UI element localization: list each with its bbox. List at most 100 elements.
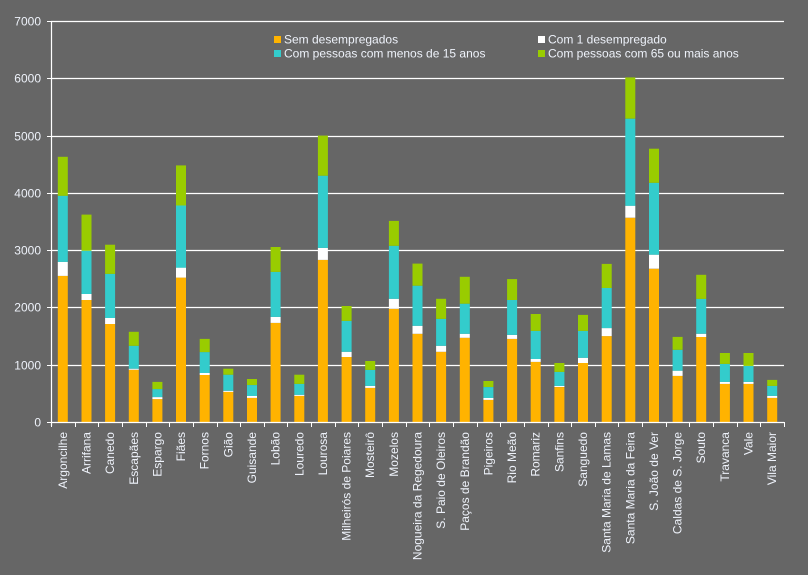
legend-swatch: [274, 36, 281, 43]
legend-label: Sem desempregados: [284, 33, 398, 47]
bar-segment-1: [294, 394, 305, 396]
bar-segment-1: [743, 381, 754, 384]
bar-segment-2: [554, 371, 565, 386]
bar-segment-1: [412, 325, 423, 334]
bar-segment-0: [128, 369, 139, 422]
x-category-label: Romariz: [529, 432, 543, 477]
bar-segment-1: [223, 390, 234, 392]
bar-segment-1: [57, 261, 68, 276]
bar-segment-2: [601, 288, 612, 329]
bar-segment-2: [507, 300, 518, 335]
y-tick-label: 4000: [14, 187, 41, 201]
bar-segment-3: [57, 156, 68, 196]
bar-segment-2: [412, 285, 423, 326]
bar-segment-0: [554, 387, 565, 422]
bar-segment-2: [483, 387, 494, 398]
bar-segment-3: [601, 263, 612, 288]
bar-segment-1: [199, 373, 210, 375]
bar-segment-0: [270, 322, 281, 422]
legend-item: Sem desempregados: [274, 33, 398, 47]
bar-segment-0: [105, 324, 116, 422]
x-category-label: Mosteirô: [363, 432, 377, 478]
bar-segment-1: [388, 298, 399, 309]
bar-stack: [128, 331, 139, 422]
bar-segment-3: [672, 336, 683, 350]
bar-segment-0: [294, 395, 305, 422]
y-tick-label: 6000: [14, 72, 41, 86]
x-category-label: Pigeiros: [481, 432, 495, 475]
bar-stack: [554, 363, 565, 422]
bar-segment-3: [507, 279, 518, 300]
legend-label: Com 1 desempregado: [548, 33, 667, 47]
bar-stack: [199, 338, 210, 422]
bars: [57, 77, 778, 422]
y-tick-label: 3000: [14, 244, 41, 258]
bar-stack: [530, 314, 541, 422]
x-category-label: Rio Meão: [505, 432, 519, 484]
axes: [47, 21, 785, 427]
bar-segment-0: [767, 397, 778, 422]
x-category-label: Vila Maior: [765, 432, 779, 485]
bar-segment-1: [672, 370, 683, 376]
bar-segment-0: [696, 336, 707, 422]
x-category-label: Canedo: [103, 432, 117, 474]
x-category-label: Argoncilhe: [56, 432, 70, 489]
bar-segment-3: [719, 353, 730, 364]
bar-segment-3: [530, 314, 541, 331]
bar-segment-0: [625, 217, 636, 422]
bar-segment-1: [81, 294, 92, 300]
bar-segment-1: [459, 333, 470, 338]
x-category-label: Paços de Brandão: [458, 432, 472, 531]
bar-segment-1: [696, 333, 707, 337]
bar-segment-3: [270, 247, 281, 272]
x-category-label: Souto: [694, 432, 708, 464]
bar-stack: [152, 381, 163, 422]
x-category-label: Gião: [221, 432, 235, 458]
bar-segment-0: [578, 363, 588, 422]
bar-stack: [294, 374, 305, 422]
bar-segment-2: [578, 330, 588, 358]
bar-segment-0: [412, 333, 423, 422]
bar-segment-1: [152, 397, 163, 400]
bar-stack: [270, 247, 281, 422]
bar-stack: [81, 214, 92, 422]
legend-label: Com pessoas com 65 ou mais anos: [548, 47, 739, 61]
bar-segment-2: [105, 273, 116, 318]
bar-segment-3: [105, 244, 116, 274]
bar-stack: [649, 148, 659, 422]
bar-segment-3: [176, 165, 186, 206]
bar-segment-0: [365, 387, 376, 422]
bar-stack: [459, 276, 470, 422]
x-category-label: Sanfins: [552, 432, 566, 472]
bar-stack: [436, 298, 447, 422]
x-category-label: Milheirós de Poiares: [340, 432, 354, 541]
bar-stack: [176, 165, 186, 422]
bar-stack: [483, 381, 494, 422]
x-category-label: Fornos: [198, 432, 212, 469]
bar-segment-0: [719, 383, 730, 422]
bar-segment-0: [459, 337, 470, 422]
bar-segment-1: [317, 247, 328, 260]
bar-stack: [696, 274, 707, 422]
bar-segment-1: [365, 385, 376, 388]
x-category-label: Santa Maria de Lamas: [600, 432, 614, 553]
y-tick-label: 5000: [14, 130, 41, 144]
bar-segment-2: [81, 250, 92, 294]
bar-segment-3: [743, 353, 754, 366]
bar-segment-1: [719, 381, 730, 384]
x-category-label: Caldas de S. Jorge: [671, 432, 685, 534]
bar-segment-1: [767, 395, 778, 398]
bar-segment-1: [105, 318, 116, 324]
bar-segment-1: [341, 351, 352, 357]
bar-stack: [625, 77, 636, 422]
x-category-label: Escapães: [127, 432, 141, 485]
bar-segment-0: [317, 259, 328, 422]
x-category-label: S. João de Ver: [647, 432, 661, 511]
legend-label: Com pessoas com menos de 15 anos: [284, 47, 485, 61]
bar-segment-2: [247, 385, 257, 396]
bar-segment-0: [57, 275, 68, 422]
bar-segment-3: [412, 263, 423, 286]
y-tick-label: 1000: [14, 359, 41, 373]
bar-stack: [601, 263, 612, 422]
